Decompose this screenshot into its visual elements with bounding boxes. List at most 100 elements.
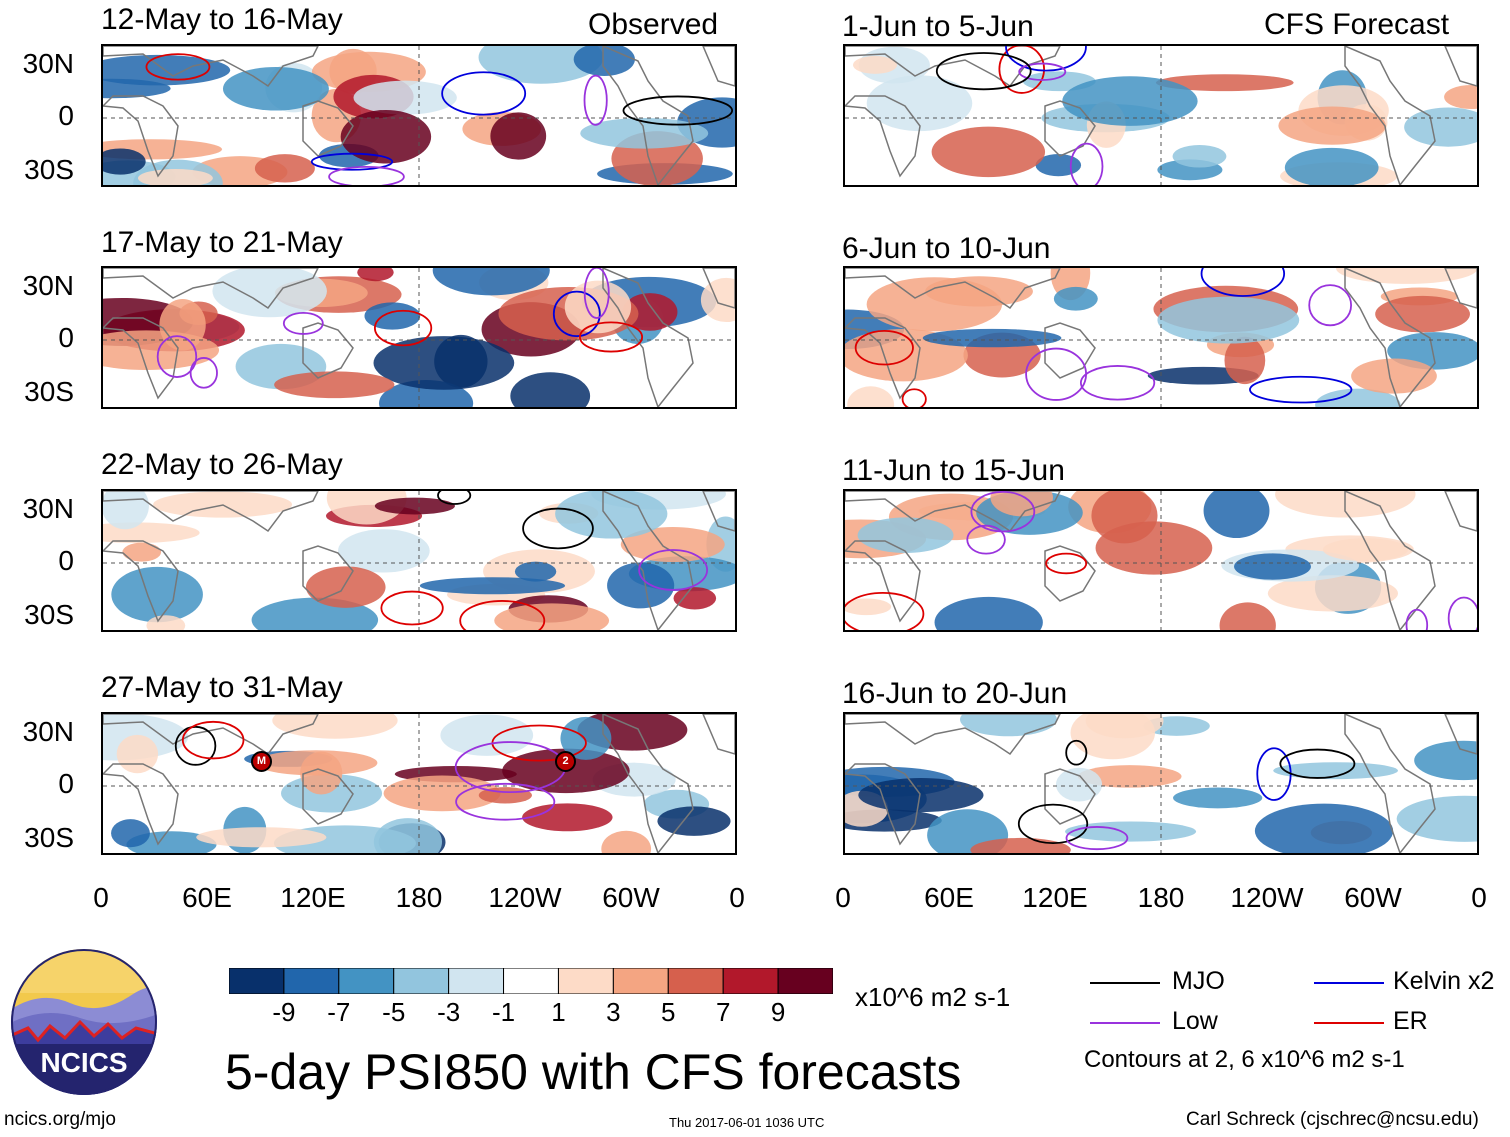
anomaly-region <box>1219 602 1276 630</box>
coastline <box>103 268 319 310</box>
colorbar <box>228 967 834 995</box>
anomaly-region <box>490 112 547 160</box>
lat-label: 30S <box>24 376 74 407</box>
panel-title-7: 11-Jun to 15-Jun <box>842 454 1065 487</box>
colorbar-swatch <box>448 967 505 995</box>
wave-contour <box>1065 826 1129 851</box>
coastline <box>103 763 179 846</box>
colorbar-swatch <box>283 967 340 995</box>
anomaly-region <box>254 750 378 776</box>
legend-label-mjo: MJO <box>1172 967 1225 995</box>
observed-label: Observed <box>588 8 719 41</box>
anomaly-region <box>607 562 675 609</box>
coastline <box>103 317 179 400</box>
colorbar-tick: 9 <box>770 997 786 1027</box>
coastline <box>602 268 694 407</box>
coastline <box>103 540 179 623</box>
anomaly-region <box>122 542 162 562</box>
panel-title-1: 12-May to 16-May <box>101 3 343 36</box>
coastline <box>845 491 1061 533</box>
contour-note: Contours at 2, 6 x10^6 m2 s-1 <box>1084 1046 1405 1073</box>
anomaly-region <box>432 268 550 296</box>
lat-label: 0 <box>58 100 74 131</box>
anomaly-region <box>374 497 455 515</box>
wave-contour <box>441 71 527 116</box>
coastline <box>1044 100 1096 157</box>
legend-label-low: Low <box>1172 1007 1218 1035</box>
anomaly-region <box>1375 295 1470 333</box>
wave-contour <box>459 600 546 630</box>
anomaly-region <box>364 302 421 330</box>
wave-contour <box>552 290 601 338</box>
lat-label: 30N <box>22 48 74 79</box>
wave-contour <box>935 52 1032 91</box>
coastline <box>302 322 354 379</box>
colorbar-swatch <box>667 967 724 995</box>
colorbar-swatch <box>338 967 395 995</box>
wave-contour <box>1308 284 1353 327</box>
colorbar-tick: -5 <box>382 997 406 1027</box>
anomaly-region <box>212 268 327 318</box>
footer-url[interactable]: ncics.org/mjo <box>4 1109 116 1130</box>
lat-label: 0 <box>58 322 74 353</box>
anomaly-region <box>845 598 892 616</box>
anomaly-region <box>560 716 612 760</box>
wave-contour <box>1079 365 1156 401</box>
legend-line-mjo <box>1090 982 1160 984</box>
anomaly-region <box>103 54 231 86</box>
wave-contour <box>282 311 324 335</box>
storm-marker-2: 2 <box>555 751 576 772</box>
anomaly-region <box>103 148 146 175</box>
colorbar-tick: 7 <box>715 997 731 1027</box>
anomaly-region <box>373 818 443 853</box>
anomaly-region <box>700 277 735 323</box>
lon-label: 60E <box>182 882 232 913</box>
colorbar-swatch <box>393 967 450 995</box>
coastline <box>1344 268 1436 407</box>
colorbar-tick: 1 <box>551 997 566 1027</box>
anomaly-region <box>1035 154 1082 177</box>
colorbar-units: x10^6 m2 s-1 <box>855 982 1011 1012</box>
anomaly-region <box>522 803 613 832</box>
map-panel-4 <box>101 712 737 855</box>
anomaly-region <box>866 277 1003 332</box>
anomaly-region <box>196 827 327 848</box>
anomaly-region <box>857 517 954 553</box>
coastline <box>602 46 694 185</box>
wave-contour <box>145 53 211 81</box>
anomaly-region <box>657 806 731 836</box>
anomaly-region <box>1173 787 1263 809</box>
lat-label: 30S <box>24 822 74 853</box>
anomaly-region <box>1157 296 1300 344</box>
wave-contour <box>970 491 1036 533</box>
lat-label: 30S <box>24 154 74 185</box>
map-panel-1 <box>101 44 737 187</box>
colorbar-tick: 5 <box>661 997 676 1027</box>
colorbar-swatch <box>557 967 614 995</box>
anomaly-region <box>111 566 203 623</box>
anomaly-region <box>601 830 652 853</box>
legend-line-low <box>1090 1022 1160 1024</box>
coastline <box>103 714 319 756</box>
anomaly-region <box>922 328 1062 348</box>
lat-label: 0 <box>58 768 74 799</box>
anomaly-region <box>555 491 668 539</box>
anomaly-region <box>1267 575 1399 612</box>
coastline <box>845 268 1061 310</box>
panel-title-3: 22-May to 26-May <box>101 448 343 481</box>
coastline <box>1044 545 1096 602</box>
wave-contour <box>328 165 405 185</box>
coastline <box>302 545 354 602</box>
wave-contour <box>455 782 556 821</box>
coastline <box>302 768 354 825</box>
lon-label: 180 <box>1137 882 1185 913</box>
wave-contour <box>854 329 914 366</box>
anomaly-region <box>116 734 159 774</box>
wave-contour <box>1249 375 1353 404</box>
lon-label: 0 <box>729 882 745 913</box>
anomaly-region <box>934 596 1043 630</box>
anomaly-region <box>866 75 973 132</box>
coastline <box>702 491 735 532</box>
coastline <box>702 268 735 309</box>
wave-contour <box>845 591 925 630</box>
